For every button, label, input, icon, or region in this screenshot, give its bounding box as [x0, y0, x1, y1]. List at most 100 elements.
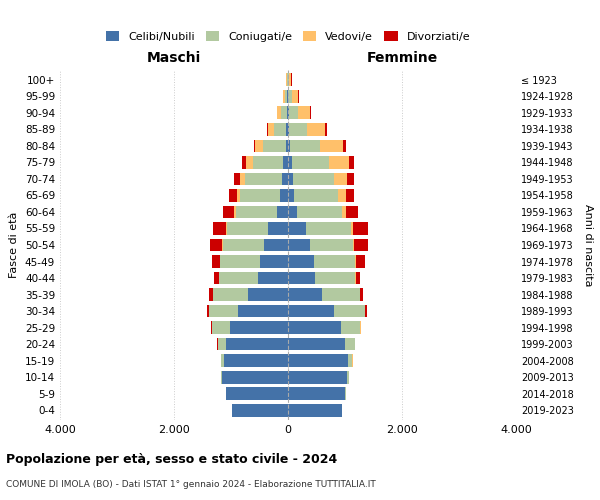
Bar [288, 206, 297, 218]
Bar [287, 106, 288, 120]
Bar [305, 222, 351, 235]
Bar [277, 106, 281, 120]
Bar [264, 238, 288, 252]
Bar [224, 354, 288, 367]
Bar [211, 321, 212, 334]
Bar [207, 304, 209, 318]
Bar [293, 172, 334, 186]
Bar [288, 370, 347, 384]
Bar [314, 255, 355, 268]
Bar [342, 206, 346, 218]
Bar [287, 74, 288, 86]
Bar [334, 172, 347, 186]
Bar [288, 255, 314, 268]
Bar [258, 272, 288, 284]
Bar [294, 189, 338, 202]
Bar [288, 272, 315, 284]
Bar [277, 206, 288, 218]
Bar [245, 172, 282, 186]
Bar [360, 288, 363, 301]
Bar [288, 288, 322, 301]
Bar [288, 222, 305, 235]
Bar [290, 140, 320, 152]
Bar [211, 238, 223, 252]
Bar [288, 404, 341, 416]
Bar [227, 222, 268, 235]
Bar [268, 222, 288, 235]
Bar [255, 140, 263, 152]
Bar [288, 74, 289, 86]
Bar [229, 189, 236, 202]
Bar [288, 106, 289, 120]
Bar [283, 90, 284, 103]
Bar [236, 206, 277, 218]
Bar [289, 123, 307, 136]
Bar [346, 189, 354, 202]
Bar [246, 156, 253, 169]
Bar [280, 189, 288, 202]
Bar [253, 156, 283, 169]
Bar [226, 387, 288, 400]
Bar [237, 189, 240, 202]
Bar [220, 255, 260, 268]
Bar [288, 140, 290, 152]
Bar [315, 272, 355, 284]
Bar [310, 238, 353, 252]
Bar [248, 288, 288, 301]
Bar [292, 156, 329, 169]
Bar [281, 106, 287, 120]
Bar [223, 206, 234, 218]
Bar [213, 222, 226, 235]
Bar [218, 338, 226, 350]
Bar [286, 140, 288, 152]
Bar [288, 354, 349, 367]
Text: COMUNE DI IMOLA (BO) - Dati ISTAT 1° gennaio 2024 - Elaborazione TUTTITALIA.IT: COMUNE DI IMOLA (BO) - Dati ISTAT 1° gen… [6, 480, 376, 489]
Bar [347, 370, 349, 384]
Bar [350, 222, 353, 235]
Bar [334, 304, 365, 318]
Bar [353, 238, 354, 252]
Bar [242, 156, 246, 169]
Bar [212, 255, 220, 268]
Bar [298, 106, 310, 120]
Bar [221, 370, 223, 384]
Bar [325, 123, 326, 136]
Bar [234, 172, 240, 186]
Bar [343, 140, 346, 152]
Bar [226, 222, 227, 235]
Bar [356, 272, 361, 284]
Bar [286, 123, 288, 136]
Bar [341, 321, 361, 334]
Bar [209, 288, 212, 301]
Bar [240, 172, 245, 186]
Bar [288, 156, 292, 169]
Bar [240, 189, 280, 202]
Bar [349, 354, 352, 367]
Bar [338, 189, 346, 202]
Bar [288, 338, 345, 350]
Bar [289, 74, 292, 86]
Bar [289, 90, 292, 103]
Bar [354, 238, 368, 252]
Bar [297, 206, 342, 218]
Bar [288, 172, 293, 186]
Bar [274, 123, 286, 136]
Legend: Celibi/Nubili, Coniugati/e, Vedovi/e, Divorziati/e: Celibi/Nubili, Coniugati/e, Vedovi/e, Di… [101, 26, 475, 46]
Bar [226, 338, 288, 350]
Bar [289, 106, 298, 120]
Bar [260, 255, 288, 268]
Bar [307, 123, 325, 136]
Bar [230, 321, 288, 334]
Bar [365, 304, 367, 318]
Bar [322, 288, 360, 301]
Bar [292, 90, 298, 103]
Bar [232, 404, 288, 416]
Y-axis label: Anni di nascita: Anni di nascita [583, 204, 593, 286]
Bar [345, 387, 346, 400]
Bar [238, 304, 288, 318]
Bar [329, 156, 349, 169]
Bar [288, 321, 341, 334]
Bar [209, 304, 238, 318]
Bar [288, 238, 310, 252]
Bar [214, 272, 219, 284]
